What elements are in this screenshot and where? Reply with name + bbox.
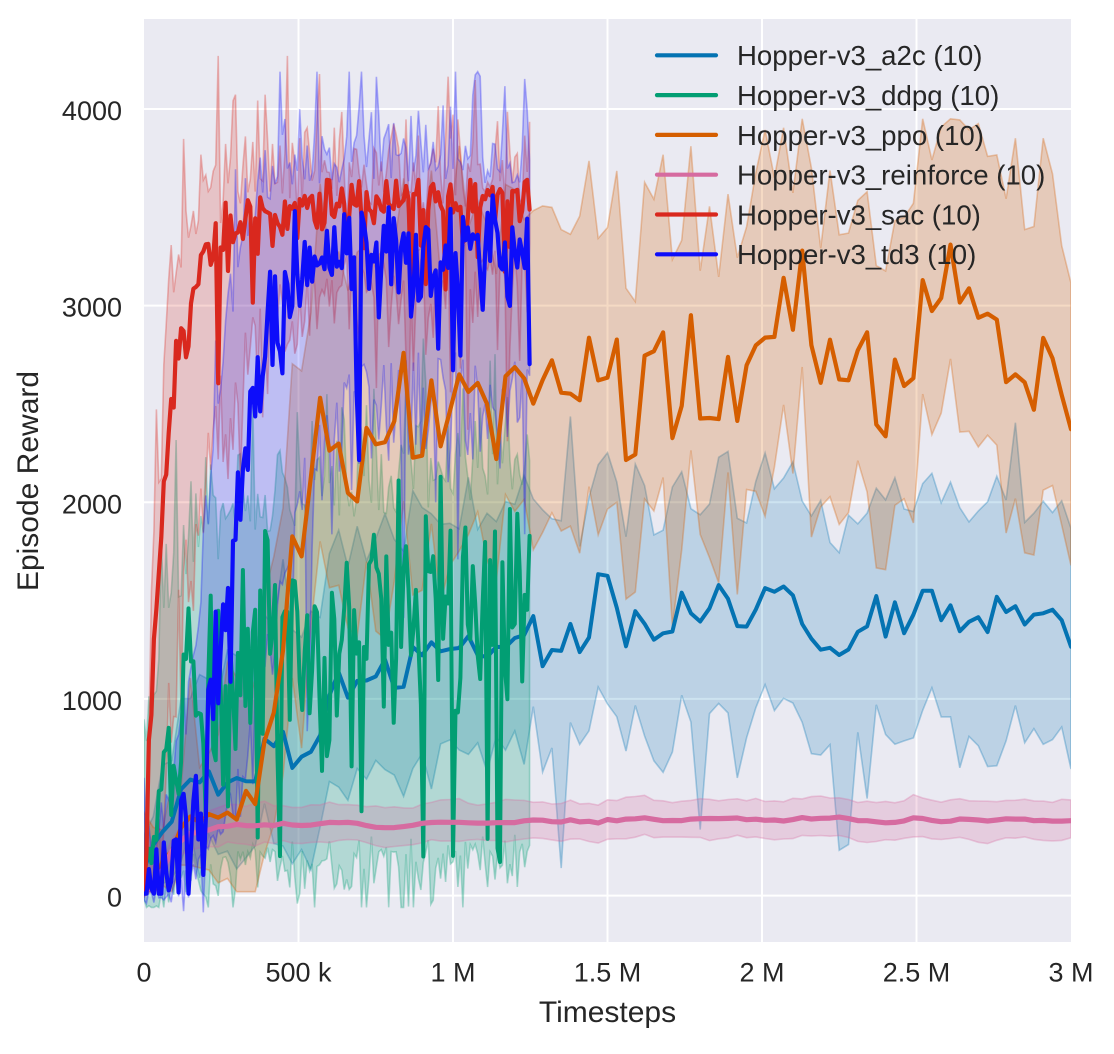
svg-text:1.5 M: 1.5 M [574, 958, 642, 988]
svg-text:3000: 3000 [62, 293, 122, 323]
svg-text:0: 0 [136, 958, 151, 988]
svg-text:2 M: 2 M [739, 958, 784, 988]
svg-text:500 k: 500 k [265, 958, 332, 988]
svg-text:Hopper-v3_reinforce (10): Hopper-v3_reinforce (10) [737, 160, 1045, 191]
svg-text:Timesteps: Timesteps [539, 996, 676, 1029]
svg-text:Hopper-v3_sac (10): Hopper-v3_sac (10) [737, 199, 981, 230]
svg-text:Hopper-v3_ppo (10): Hopper-v3_ppo (10) [737, 120, 984, 151]
svg-text:2000: 2000 [62, 489, 122, 519]
svg-text:1 M: 1 M [430, 958, 475, 988]
svg-text:Hopper-v3_td3 (10): Hopper-v3_td3 (10) [737, 239, 976, 270]
svg-text:Episode Reward: Episode Reward [12, 371, 45, 591]
svg-text:2.5 M: 2.5 M [883, 958, 951, 988]
svg-text:1000: 1000 [62, 686, 122, 716]
svg-text:0: 0 [107, 883, 122, 913]
svg-text:Hopper-v3_ddpg (10): Hopper-v3_ddpg (10) [737, 80, 999, 111]
svg-text:3 M: 3 M [1048, 958, 1093, 988]
svg-text:4000: 4000 [62, 96, 122, 126]
svg-text:Hopper-v3_a2c (10): Hopper-v3_a2c (10) [737, 40, 982, 71]
